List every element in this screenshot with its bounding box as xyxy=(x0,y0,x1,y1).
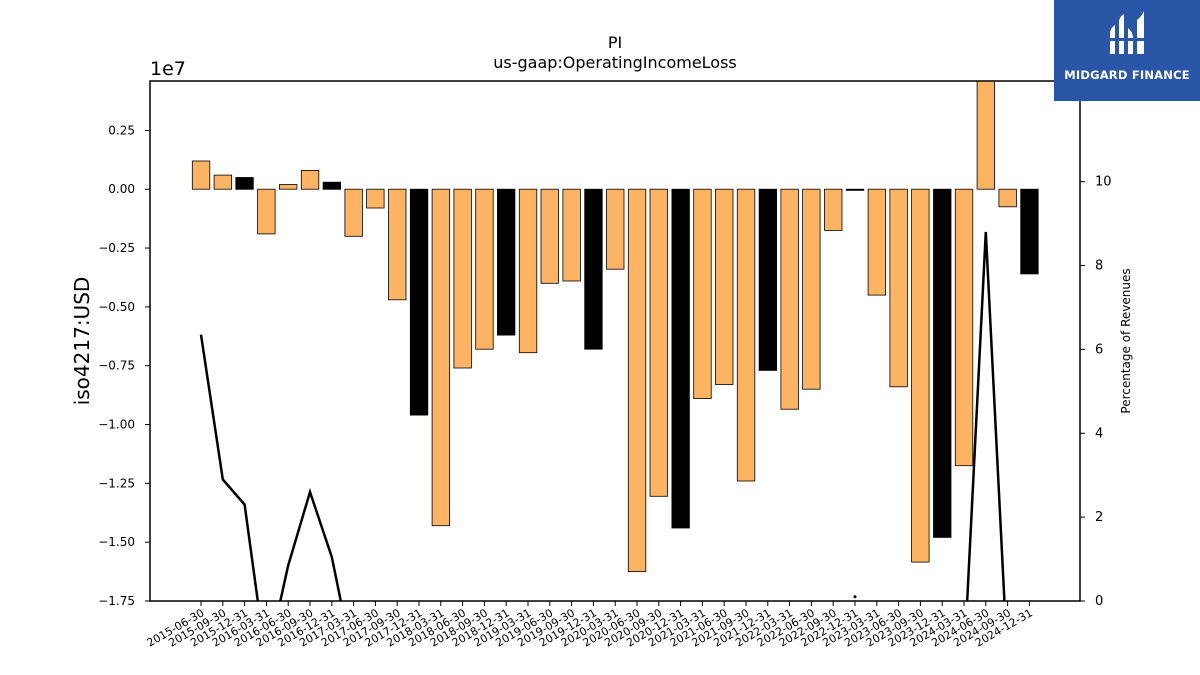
bar xyxy=(322,181,342,190)
line-point xyxy=(853,595,857,599)
bar xyxy=(431,188,451,527)
bar xyxy=(475,188,494,350)
bar xyxy=(606,188,625,270)
bar xyxy=(388,188,407,301)
y-tick-label: 0.00 xyxy=(108,182,135,196)
bar xyxy=(758,188,777,371)
bar xyxy=(998,188,1017,208)
bar xyxy=(889,188,908,388)
y-axis-left: −1.75 −1.50 −1.25 −1.00 −0.75 −0.50 −0.25 0.00 0… xyxy=(98,123,150,608)
y-right-tick-label: 10 xyxy=(1095,175,1112,190)
bar xyxy=(1020,188,1039,275)
bar xyxy=(257,188,276,235)
bar xyxy=(344,188,363,237)
bar xyxy=(845,188,865,191)
y-axis-right: 0 2 4 6 8 10 xyxy=(1080,175,1112,609)
y-right-tick-label: 0 xyxy=(1095,594,1103,609)
y-right-tick-label: 8 xyxy=(1095,259,1103,274)
chart-subtitle: us-gaap:OperatingIncomeLoss xyxy=(493,53,737,72)
bar xyxy=(300,169,320,190)
bar xyxy=(453,188,472,369)
y-right-tick-label: 2 xyxy=(1095,510,1103,525)
y-axis-right-label: Percentage of Revenues xyxy=(1119,268,1133,413)
bar xyxy=(278,184,298,190)
midgard-logo-icon xyxy=(1106,11,1150,54)
line-group xyxy=(199,231,1006,601)
bar xyxy=(715,188,734,385)
y-tick-label: −1.25 xyxy=(98,476,135,490)
y-tick-label: 0.25 xyxy=(108,123,135,137)
y-tick-label: −1.00 xyxy=(98,418,135,432)
y-tick-label: −0.75 xyxy=(98,359,135,373)
bar xyxy=(867,188,886,296)
bar xyxy=(584,188,603,350)
bar xyxy=(627,188,647,572)
bar-group xyxy=(191,80,1039,572)
plot-frame xyxy=(149,80,1081,602)
bar xyxy=(235,177,254,190)
bar xyxy=(562,188,581,282)
bar xyxy=(933,188,952,538)
bar xyxy=(191,160,211,190)
y-tick-label: −0.50 xyxy=(98,300,135,314)
y-offset-label: 1e7 xyxy=(150,58,186,80)
logo-text: MIDGARD FINANCE xyxy=(1064,68,1190,82)
bar xyxy=(693,188,712,399)
y-tick-label: −0.25 xyxy=(98,241,135,255)
y-axis-label: iso4217:USD xyxy=(70,277,94,406)
bar xyxy=(366,188,385,209)
bar xyxy=(409,188,429,416)
x-axis: 2015-06-302015-09-302015-12-312016-03-31… xyxy=(145,601,1035,650)
bar xyxy=(911,188,930,563)
bar xyxy=(954,188,974,467)
percentage-line xyxy=(199,334,343,601)
y-tick-label: −1.75 xyxy=(98,594,135,608)
percentage-line xyxy=(965,231,1006,601)
bar xyxy=(824,188,843,231)
bar xyxy=(976,80,995,190)
y-right-tick-label: 6 xyxy=(1095,342,1103,357)
bar xyxy=(802,188,821,390)
bar xyxy=(780,188,799,410)
bar xyxy=(518,188,538,354)
y-right-tick-label: 4 xyxy=(1095,426,1103,441)
bar xyxy=(671,188,690,529)
bar xyxy=(540,188,559,284)
y-tick-label: −1.50 xyxy=(98,535,135,549)
bar xyxy=(649,188,668,497)
bar xyxy=(736,188,756,482)
bar xyxy=(496,188,516,336)
midgard-finance-logo: MIDGARD FINANCE xyxy=(1054,0,1200,101)
chart-title: PI xyxy=(608,33,622,52)
bar xyxy=(213,174,233,190)
